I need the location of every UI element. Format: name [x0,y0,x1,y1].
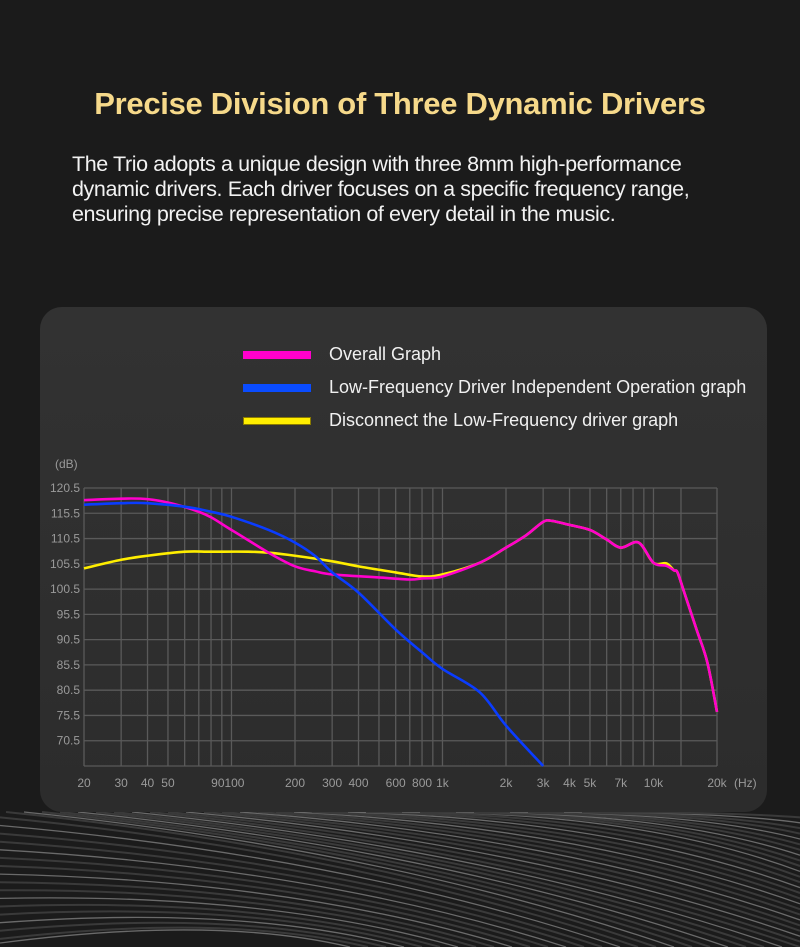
y-tick-label: 90.5 [57,633,81,647]
decorative-line [221,811,800,927]
description-line: The Trio adopts a unique design with thr… [72,152,682,176]
decorative-line [113,811,765,947]
decorative-line [95,811,747,947]
decorative-line [0,897,459,947]
decorative-line [131,811,783,947]
x-tick-label: 3k [537,776,551,790]
decorative-line [0,849,567,947]
page-title: Precise Division of Three Dynamic Driver… [94,86,706,121]
legend-item-disconnect: Disconnect the Low-Frequency driver grap… [243,404,746,437]
decorative-line [0,816,639,947]
legend-label: Overall Graph [329,344,442,364]
x-tick-label: 800 [412,776,432,790]
decorative-line [581,811,800,819]
x-tick-label: 20k [707,776,727,790]
x-tick-label: 30 [114,776,128,790]
decorative-line [185,811,800,937]
y-tick-label: 75.5 [57,708,81,722]
decorative-line [347,811,800,889]
decorative-line [0,824,621,947]
decorative-line [0,903,441,947]
decorative-line [0,840,585,947]
decorative-line [0,873,513,947]
description: The Trio adopts a unique design with thr… [72,152,772,227]
chart-card [40,307,767,812]
y-axis-label: (dB) [55,457,78,471]
legend-swatch [243,383,311,392]
x-tick-label: 100 [224,776,244,790]
decorative-line [0,889,477,947]
x-tick-label: 20 [77,776,91,790]
decorative-line [5,811,657,947]
decorative-line [23,811,675,947]
x-tick-label: 50 [161,776,175,790]
y-tick-label: 115.5 [51,506,80,520]
x-tick-label: 10k [644,776,664,790]
decorative-line [0,865,531,947]
x-tick-label: 7k [614,776,628,790]
decorative-line [329,811,800,894]
x-axis-label: (Hz) [734,776,757,790]
decorative-line [149,811,800,947]
x-tick-label: 40 [141,776,155,790]
x-tick-label: 4k [563,776,577,790]
decorative-line [0,916,405,947]
y-tick-label: 120.5 [50,481,80,495]
series-overall-line [83,497,719,713]
legend-swatch [243,416,311,425]
legend-label: Low-Frequency Driver Independent Operati… [329,377,747,397]
description-line: ensuring precise representation of every… [72,202,616,226]
y-tick-label: 85.5 [57,658,81,672]
decorative-line [311,811,800,900]
decorative-line [167,811,800,943]
decorative-line [257,811,800,916]
decorative-line [41,811,693,947]
legend-label: Disconnect the Low-Frequency driver grap… [329,410,679,430]
decorative-line [0,881,495,947]
decorative-line [203,811,800,932]
y-tick-label: 95.5 [57,607,81,621]
decorative-line [77,811,729,947]
legend-item-overall: Overall Graph [243,338,746,371]
x-tick-label: 2k [500,776,514,790]
decorative-line [365,811,800,884]
x-tick-label: 1k [436,776,450,790]
y-tick-label: 80.5 [57,683,81,697]
decorative-line [275,811,800,911]
description-line: dynamic drivers. Each driver focuses on … [72,177,690,201]
series-disconnect-line [83,518,719,713]
legend-swatch [243,350,311,359]
x-tick-label: 5k [584,776,598,790]
y-tick-label: 110.5 [51,532,80,546]
chart-legend: Overall Graph Low-Frequency Driver Indep… [243,338,746,437]
decorative-line [0,929,351,947]
x-tick-label: 90 [211,776,225,790]
y-tick-label: 100.5 [50,582,80,596]
decorative-line [59,811,711,947]
series-low-frequency-line [83,501,545,767]
decorative-line [0,832,603,947]
x-tick-label: 200 [285,776,305,790]
y-tick-label: 70.5 [57,734,81,748]
x-tick-label: 400 [349,776,369,790]
decorative-line [383,811,800,878]
x-tick-label: 300 [322,776,342,790]
decorative-line [293,811,800,905]
decorative-line [0,856,549,947]
decorative-line [0,910,423,947]
decorative-line [239,811,800,921]
decorative-line [0,921,387,947]
legend-item-low-frequency: Low-Frequency Driver Independent Operati… [243,371,746,404]
y-tick-label: 105.5 [50,557,80,571]
x-tick-label: 600 [386,776,406,790]
decorative-line [0,926,369,947]
